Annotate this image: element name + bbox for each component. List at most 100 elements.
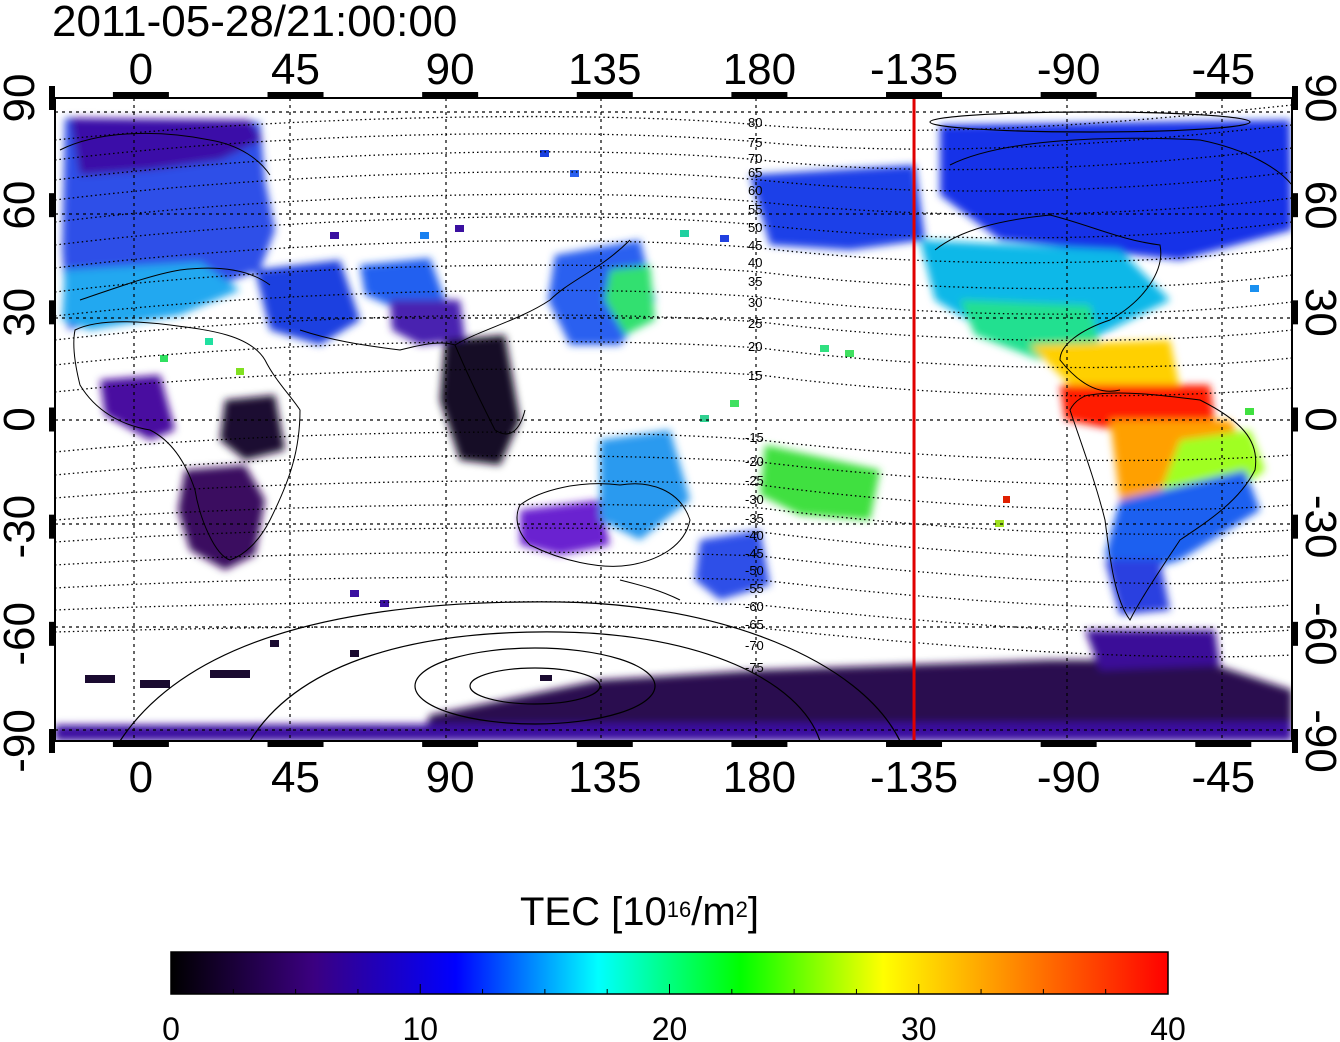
lon-tick-labels-bottom: 0 45 90 135 180 -135 -90 -45 (129, 753, 1255, 800)
colorbar-label-main: TEC [10 (520, 890, 667, 934)
polar-contours (119, 111, 1251, 741)
tec-region-africa-east (220, 395, 285, 460)
lon-tick-label: 45 (271, 753, 320, 800)
frame-tick-bottom (422, 741, 479, 747)
contour-label: -30 (745, 492, 764, 507)
lat-tick-label: 30 (0, 288, 44, 337)
frame-tick-bottom (1195, 741, 1252, 747)
lat-tick-label: 60 (1296, 181, 1340, 230)
tec-region-pacific-green (760, 445, 880, 520)
lat-tick-label: -60 (1296, 602, 1340, 666)
contour-label: -55 (745, 581, 764, 596)
contour-label: 25 (748, 316, 762, 331)
frame-tick-right (1292, 193, 1298, 218)
frame-tick-left (49, 729, 55, 753)
lon-tick-label: 90 (426, 45, 475, 94)
lon-tick-label: 180 (723, 753, 796, 800)
frame-tick-top (1195, 92, 1252, 98)
magnetic-contours (55, 104, 1292, 658)
contour-label: 75 (748, 135, 762, 150)
tec-region-central-asia (360, 258, 445, 310)
contour-label: 80 (748, 115, 762, 130)
contour-label: -50 (745, 563, 764, 578)
frame-tick-right (1292, 407, 1298, 432)
lat-tick-label: -30 (1296, 495, 1340, 559)
lat-tick-label: 90 (0, 74, 44, 123)
frame-tick-bottom (731, 741, 788, 747)
lon-tick-label: -90 (1037, 45, 1101, 94)
colorbar-label-unit: /m (691, 890, 736, 934)
lat-tick-label: 30 (1296, 288, 1340, 337)
frame-tick-bottom (576, 741, 633, 747)
frame-tick-left (49, 621, 55, 646)
contour-label: 35 (748, 274, 762, 289)
frame-tick-left (49, 86, 55, 110)
lat-tick-label: -90 (1296, 709, 1340, 773)
colorbar-tick-labels: 0 10 20 30 40 (162, 1011, 1186, 1042)
lon-tick-label: -90 (1037, 753, 1101, 800)
frame-tick-top (576, 92, 633, 98)
frame-tick-bottom (1040, 741, 1097, 747)
contour-label: -70 (745, 638, 764, 653)
frame-tick-top (1040, 92, 1097, 98)
contour-label: 55 (748, 202, 762, 217)
lon-tick-label: 90 (426, 753, 475, 800)
tec-scatter-pixels (85, 150, 1259, 688)
tec-region-central-america (1030, 340, 1180, 390)
lat-tick-label: 0 (0, 407, 44, 431)
coastlines (59, 132, 1292, 621)
frame-tick-right (1292, 621, 1298, 646)
lat-tick-label: -90 (0, 709, 44, 773)
lat-tick-label: -60 (0, 602, 44, 666)
lat-tick-labels-right: 90 60 30 0 -30 -60 -90 (1296, 74, 1340, 773)
colorbar-tick-label: 40 (1150, 1011, 1186, 1042)
tec-region-antarctica (420, 660, 1292, 741)
tec-region-europe-south (62, 262, 240, 330)
frame-tick-top (886, 92, 943, 98)
frame-tick-right (1292, 514, 1298, 539)
tec-region-north-pacific (750, 165, 925, 250)
contour-label: 15 (748, 368, 762, 383)
tec-region-australia-west (520, 500, 610, 555)
lat-tick-label: 60 (0, 181, 44, 230)
colorbar-tick-label: 30 (901, 1011, 937, 1042)
tec-region-middle-east (255, 260, 360, 345)
frame-tick-bottom (886, 741, 943, 747)
lat-tick-label: -30 (0, 495, 44, 559)
frame-tick-top (267, 92, 324, 98)
lon-tick-label: 45 (271, 45, 320, 94)
contour-label: -75 (745, 660, 764, 675)
frame-tick-top (422, 92, 479, 98)
colorbar-gradient (170, 951, 1169, 995)
contour-label: 20 (748, 339, 762, 354)
contour-label: -45 (745, 546, 764, 561)
contour-label: -25 (745, 473, 764, 488)
contour-label: 50 (748, 220, 762, 235)
contour-label: -65 (745, 617, 764, 632)
contour-labels-lower: -15 -20 -25 -30 -35 -40 -45 -50 -55 -60 -65 -70 -75 (745, 430, 764, 675)
colorbar-label-unit-exponent: 2 (735, 897, 748, 922)
frame-tick-left (49, 407, 55, 432)
frame-tick-bottom (112, 741, 169, 747)
contour-label: 45 (748, 238, 762, 253)
frame-tick-right (1292, 300, 1298, 325)
tec-region-canada (940, 120, 1292, 260)
lon-tick-label: -135 (870, 753, 958, 800)
colorbar-ticks (170, 984, 1169, 994)
contour-label: -40 (745, 528, 764, 543)
contour-label: 30 (748, 295, 762, 310)
lon-tick-label: 135 (568, 45, 641, 94)
contour-label: -35 (745, 511, 764, 526)
tec-region-europe-north (70, 118, 262, 175)
colorbar-tick-label: 0 (162, 1011, 180, 1042)
colorbar-label-exponent: 16 (666, 897, 692, 922)
tec-region-patagonia (1105, 560, 1170, 615)
frame-tick-left (49, 514, 55, 539)
tec-region-south-america-south (1105, 470, 1260, 575)
contour-label: 60 (748, 183, 762, 198)
tec-region-africa-south (178, 465, 265, 570)
contour-label: 40 (748, 255, 762, 270)
lon-tick-label: 0 (129, 753, 153, 800)
